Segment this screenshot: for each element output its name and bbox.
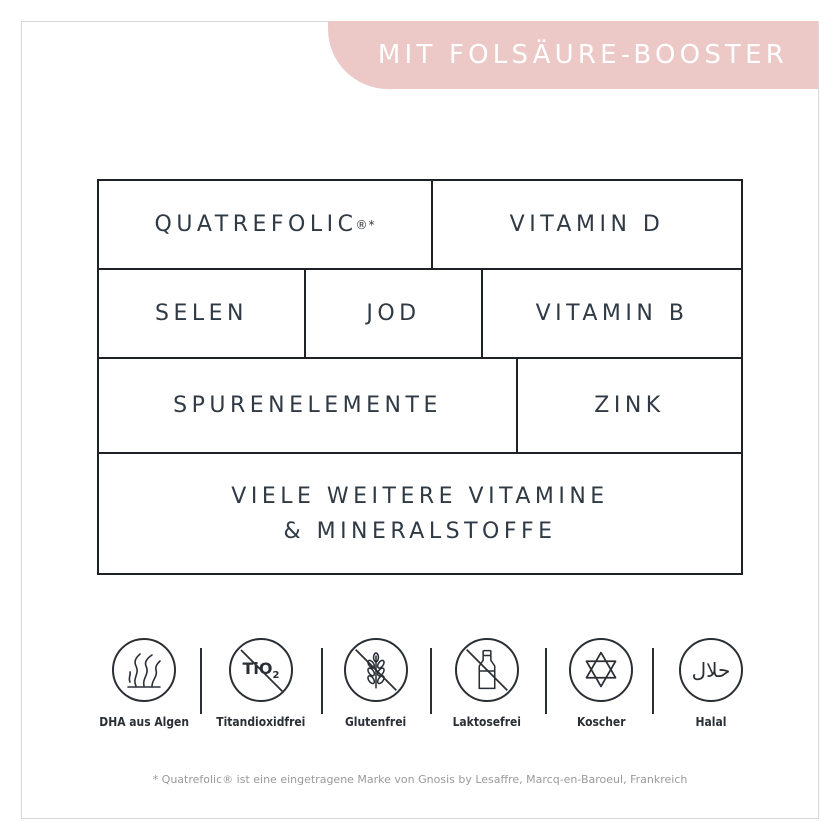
cell-jod: JOD bbox=[306, 270, 481, 357]
cell-spurenelemente: SPURENELEMENTE bbox=[99, 359, 516, 452]
trademark-footnote: * Quatrefolic® ist eine eingetragene Mar… bbox=[152, 773, 688, 786]
grid-divider bbox=[99, 452, 741, 454]
more-vitamins-line2: & MINERALSTOFFE bbox=[283, 518, 557, 544]
cell-quatrefolic: QUATREFOLIC ®* bbox=[99, 181, 431, 268]
badge-dha: DHA aus Algen bbox=[94, 638, 194, 729]
cell-more-vitamins: VIELE WEITERE VITAMINE & MINERALSTOFFE bbox=[99, 454, 741, 573]
registered-mark: ®* bbox=[355, 217, 376, 232]
jod-label: JOD bbox=[366, 301, 421, 326]
wheat-crossed-icon bbox=[344, 638, 408, 702]
badge-label: Koscher bbox=[576, 714, 626, 729]
star-of-david-icon bbox=[569, 638, 633, 702]
cell-vitamin-d: VITAMIN D bbox=[433, 181, 741, 268]
grid-divider bbox=[99, 357, 741, 359]
badge-lactose: Laktosefrei bbox=[437, 638, 537, 729]
badge-halal: حلال Halal bbox=[661, 638, 761, 729]
grid-divider bbox=[481, 269, 483, 358]
more-vitamins-line1: VIELE WEITERE VITAMINE bbox=[231, 483, 609, 509]
badge-separator bbox=[545, 648, 547, 714]
grid-divider bbox=[431, 181, 433, 269]
badge-tio2: TiO2 Titandioxidfrei bbox=[211, 638, 311, 729]
ingredients-grid: QUATREFOLIC ®* VITAMIN D SELEN JOD VITAMI… bbox=[97, 179, 743, 575]
grid-divider bbox=[99, 268, 741, 270]
badge-label: DHA aus Algen bbox=[99, 714, 189, 729]
badge-label: Laktosefrei bbox=[452, 714, 522, 729]
vitamin-d-label: VITAMIN D bbox=[509, 212, 665, 237]
zink-label: ZINK bbox=[594, 393, 665, 418]
badge-separator bbox=[200, 648, 202, 714]
badge-gluten: Glutenfrei bbox=[326, 638, 426, 729]
grid-divider bbox=[304, 269, 306, 358]
banner-text: MIT FOLSÄURE-BOOSTER bbox=[377, 40, 788, 70]
badge-separator bbox=[321, 648, 323, 714]
halal-arabic-icon: حلال bbox=[679, 638, 743, 702]
cell-zink: ZINK bbox=[518, 359, 741, 452]
tio2-crossed-icon: TiO2 bbox=[229, 638, 293, 702]
selen-label: SELEN bbox=[155, 301, 248, 326]
badge-label: Glutenfrei bbox=[345, 714, 407, 729]
spurenelemente-label: SPURENELEMENTE bbox=[173, 393, 442, 418]
milk-bottle-crossed-icon bbox=[455, 638, 519, 702]
badge-label: Halal bbox=[695, 714, 727, 729]
quatrefolic-label: QUATREFOLIC bbox=[154, 212, 358, 237]
grid-divider bbox=[516, 358, 518, 453]
cell-selen: SELEN bbox=[99, 270, 304, 357]
algae-icon bbox=[112, 638, 176, 702]
certification-badges: DHA aus Algen TiO2 Titandioxidfrei bbox=[0, 638, 840, 748]
vitamin-b-label: VITAMIN B bbox=[535, 301, 689, 326]
badge-separator bbox=[430, 648, 432, 714]
badge-kosher: Koscher bbox=[551, 638, 651, 729]
folsaeure-banner: MIT FOLSÄURE-BOOSTER bbox=[328, 21, 818, 89]
badge-separator bbox=[652, 648, 654, 714]
badge-label: Titandioxidfrei bbox=[216, 714, 306, 729]
halal-arabic-text: حلال bbox=[691, 658, 731, 682]
cell-vitamin-b: VITAMIN B bbox=[483, 270, 741, 357]
